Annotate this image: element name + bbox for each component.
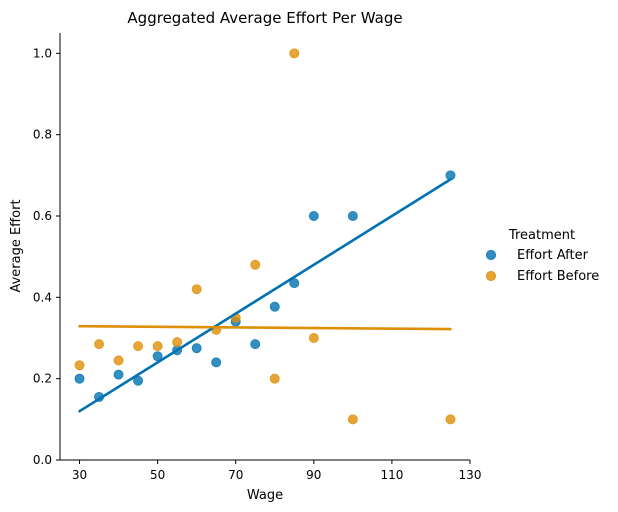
y-tick-label: 1.0 bbox=[33, 46, 52, 60]
x-tick-label: 110 bbox=[380, 468, 403, 482]
x-tick-label: 50 bbox=[150, 468, 165, 482]
data-point bbox=[74, 373, 85, 384]
legend-title: Treatment bbox=[508, 228, 575, 243]
data-point bbox=[172, 337, 183, 348]
data-point bbox=[191, 343, 202, 354]
legend-marker bbox=[485, 270, 497, 282]
x-tick-label: 30 bbox=[72, 468, 87, 482]
data-point bbox=[289, 48, 300, 59]
data-point bbox=[250, 339, 261, 350]
data-point bbox=[308, 332, 319, 343]
legend-label: Effort Before bbox=[517, 269, 599, 284]
data-point bbox=[152, 341, 163, 352]
data-point bbox=[211, 357, 222, 368]
data-point bbox=[113, 355, 124, 366]
chart-title: Aggregated Average Effort Per Wage bbox=[127, 9, 402, 27]
x-tick-label: 130 bbox=[459, 468, 482, 482]
x-axis-label: Wage bbox=[247, 488, 283, 503]
series-effort-before bbox=[74, 48, 456, 425]
y-tick-label: 0.8 bbox=[33, 128, 52, 142]
series-effort-after bbox=[74, 170, 456, 402]
y-tick-label: 0.0 bbox=[33, 453, 52, 467]
x-tick-label: 70 bbox=[228, 468, 243, 482]
y-axis-label: Average Effort bbox=[9, 199, 24, 292]
data-point bbox=[308, 210, 319, 221]
regression-line bbox=[78, 178, 452, 413]
data-point bbox=[250, 259, 261, 270]
y-tick-label: 0.2 bbox=[33, 372, 52, 386]
legend-label: Effort After bbox=[517, 248, 589, 263]
plot-area bbox=[74, 48, 456, 425]
regression-line bbox=[78, 324, 452, 331]
data-point bbox=[94, 339, 105, 350]
legend-marker bbox=[485, 249, 497, 261]
data-point bbox=[74, 360, 85, 371]
data-point bbox=[445, 414, 456, 425]
y-tick-label: 0.4 bbox=[33, 290, 52, 304]
data-point bbox=[269, 301, 280, 312]
data-point bbox=[113, 369, 124, 380]
y-tick-label: 0.6 bbox=[33, 209, 52, 223]
data-point bbox=[133, 341, 144, 352]
data-point bbox=[191, 284, 202, 295]
x-axis-ticks: 30 50 70 90 110 130 bbox=[72, 460, 482, 482]
legend: Treatment Effort After Effort Before bbox=[485, 228, 599, 284]
data-point bbox=[347, 414, 358, 425]
data-point bbox=[269, 373, 280, 384]
x-tick-label: 90 bbox=[306, 468, 321, 482]
data-point bbox=[347, 210, 358, 221]
y-axis-ticks: 0.0 0.2 0.4 0.6 0.8 1.0 bbox=[33, 46, 60, 467]
